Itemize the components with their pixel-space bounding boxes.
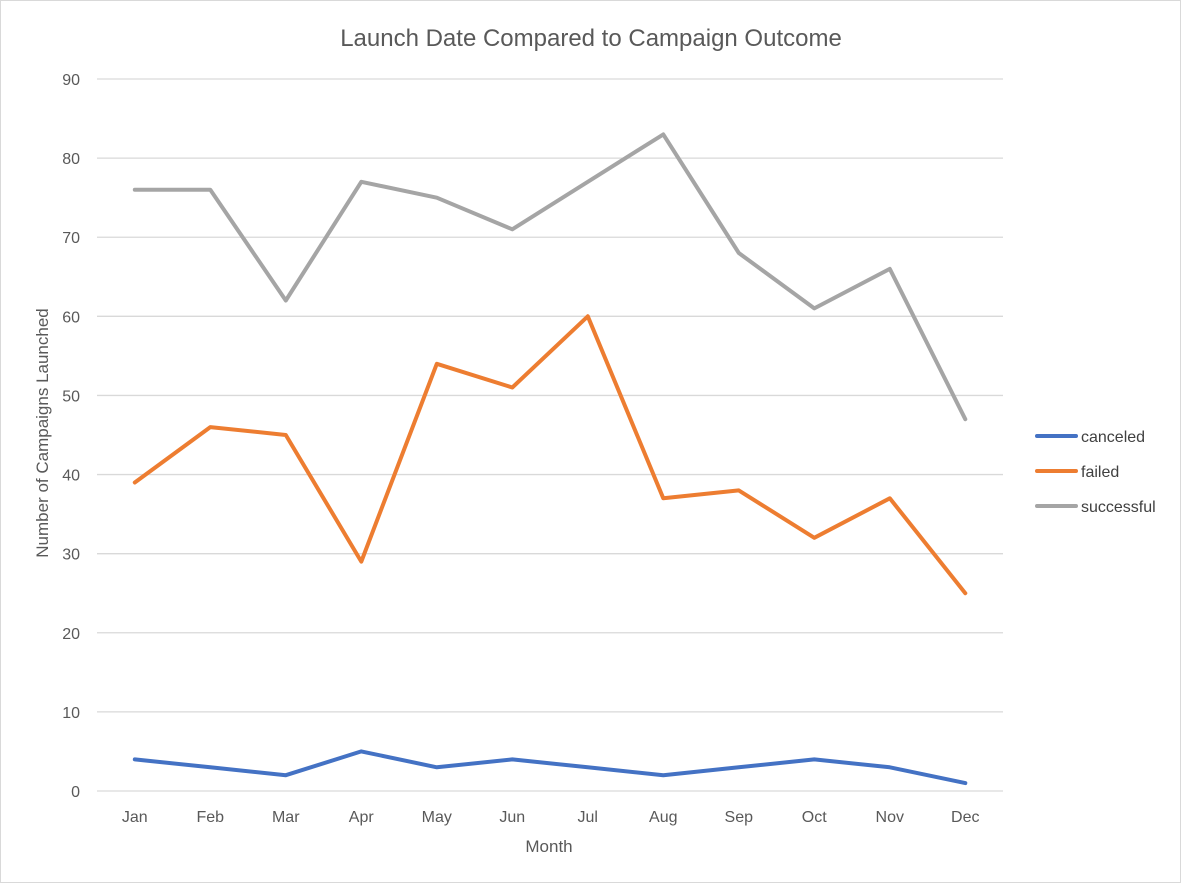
y-tick-label: 50 [62, 388, 80, 405]
y-tick-label: 80 [62, 151, 80, 168]
x-tick-label: Sep [725, 809, 754, 826]
legend-label: canceled [1081, 429, 1145, 446]
legend-label: successful [1081, 499, 1156, 516]
x-tick-label: Mar [272, 809, 300, 826]
x-axis-title: Month [525, 837, 572, 856]
legend-item-failed: failed [1035, 464, 1119, 481]
series-line-successful [132, 132, 968, 422]
y-tick-label: 70 [62, 230, 80, 247]
x-tick-label: Jan [122, 809, 148, 826]
x-tick-label: Aug [649, 809, 677, 826]
y-tick-label: 10 [62, 705, 80, 722]
y-tick-label: 20 [62, 626, 80, 643]
y-tick-label: 40 [62, 468, 80, 485]
chart-title: Launch Date Compared to Campaign Outcome [340, 25, 842, 52]
x-tick-label: Nov [876, 809, 904, 826]
y-tick-label: 60 [62, 309, 80, 326]
y-axis-ticks: 0 10 20 30 40 50 60 70 80 90 [62, 72, 80, 801]
x-tick-label: Oct [802, 809, 827, 826]
y-tick-label: 0 [71, 784, 80, 801]
x-axis-ticks: Jan Feb Mar Apr May Jun Jul Aug Sep Oct Nov Dec [122, 809, 980, 826]
series-line-failed [132, 314, 968, 596]
x-tick-label: Feb [196, 809, 224, 826]
x-tick-label: Jun [499, 809, 525, 826]
legend-item-canceled: canceled [1035, 429, 1145, 446]
series-canceled [132, 749, 968, 786]
series-failed [132, 314, 968, 596]
legend-label: failed [1081, 464, 1119, 481]
x-tick-label: Jul [578, 809, 598, 826]
y-tick-label: 90 [62, 72, 80, 89]
y-tick-label: 30 [62, 547, 80, 564]
x-tick-label: Dec [951, 809, 979, 826]
series-successful [132, 132, 968, 422]
gridlines [97, 78, 1003, 792]
legend: canceled failed successful [1035, 429, 1156, 516]
y-axis-title: Number of Campaigns Launched [33, 308, 52, 557]
series-line-canceled [132, 749, 968, 786]
x-tick-label: May [422, 809, 452, 826]
legend-item-successful: successful [1035, 499, 1156, 516]
series-lines [132, 132, 968, 786]
x-tick-label: Apr [349, 809, 375, 826]
